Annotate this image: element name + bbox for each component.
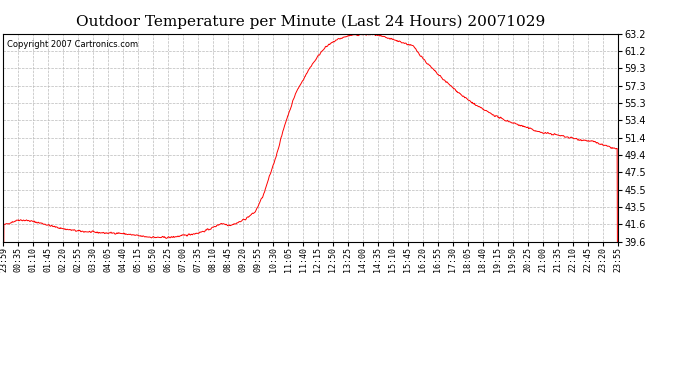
Text: Outdoor Temperature per Minute (Last 24 Hours) 20071029: Outdoor Temperature per Minute (Last 24 … <box>76 15 545 29</box>
Text: Copyright 2007 Cartronics.com: Copyright 2007 Cartronics.com <box>6 40 137 49</box>
